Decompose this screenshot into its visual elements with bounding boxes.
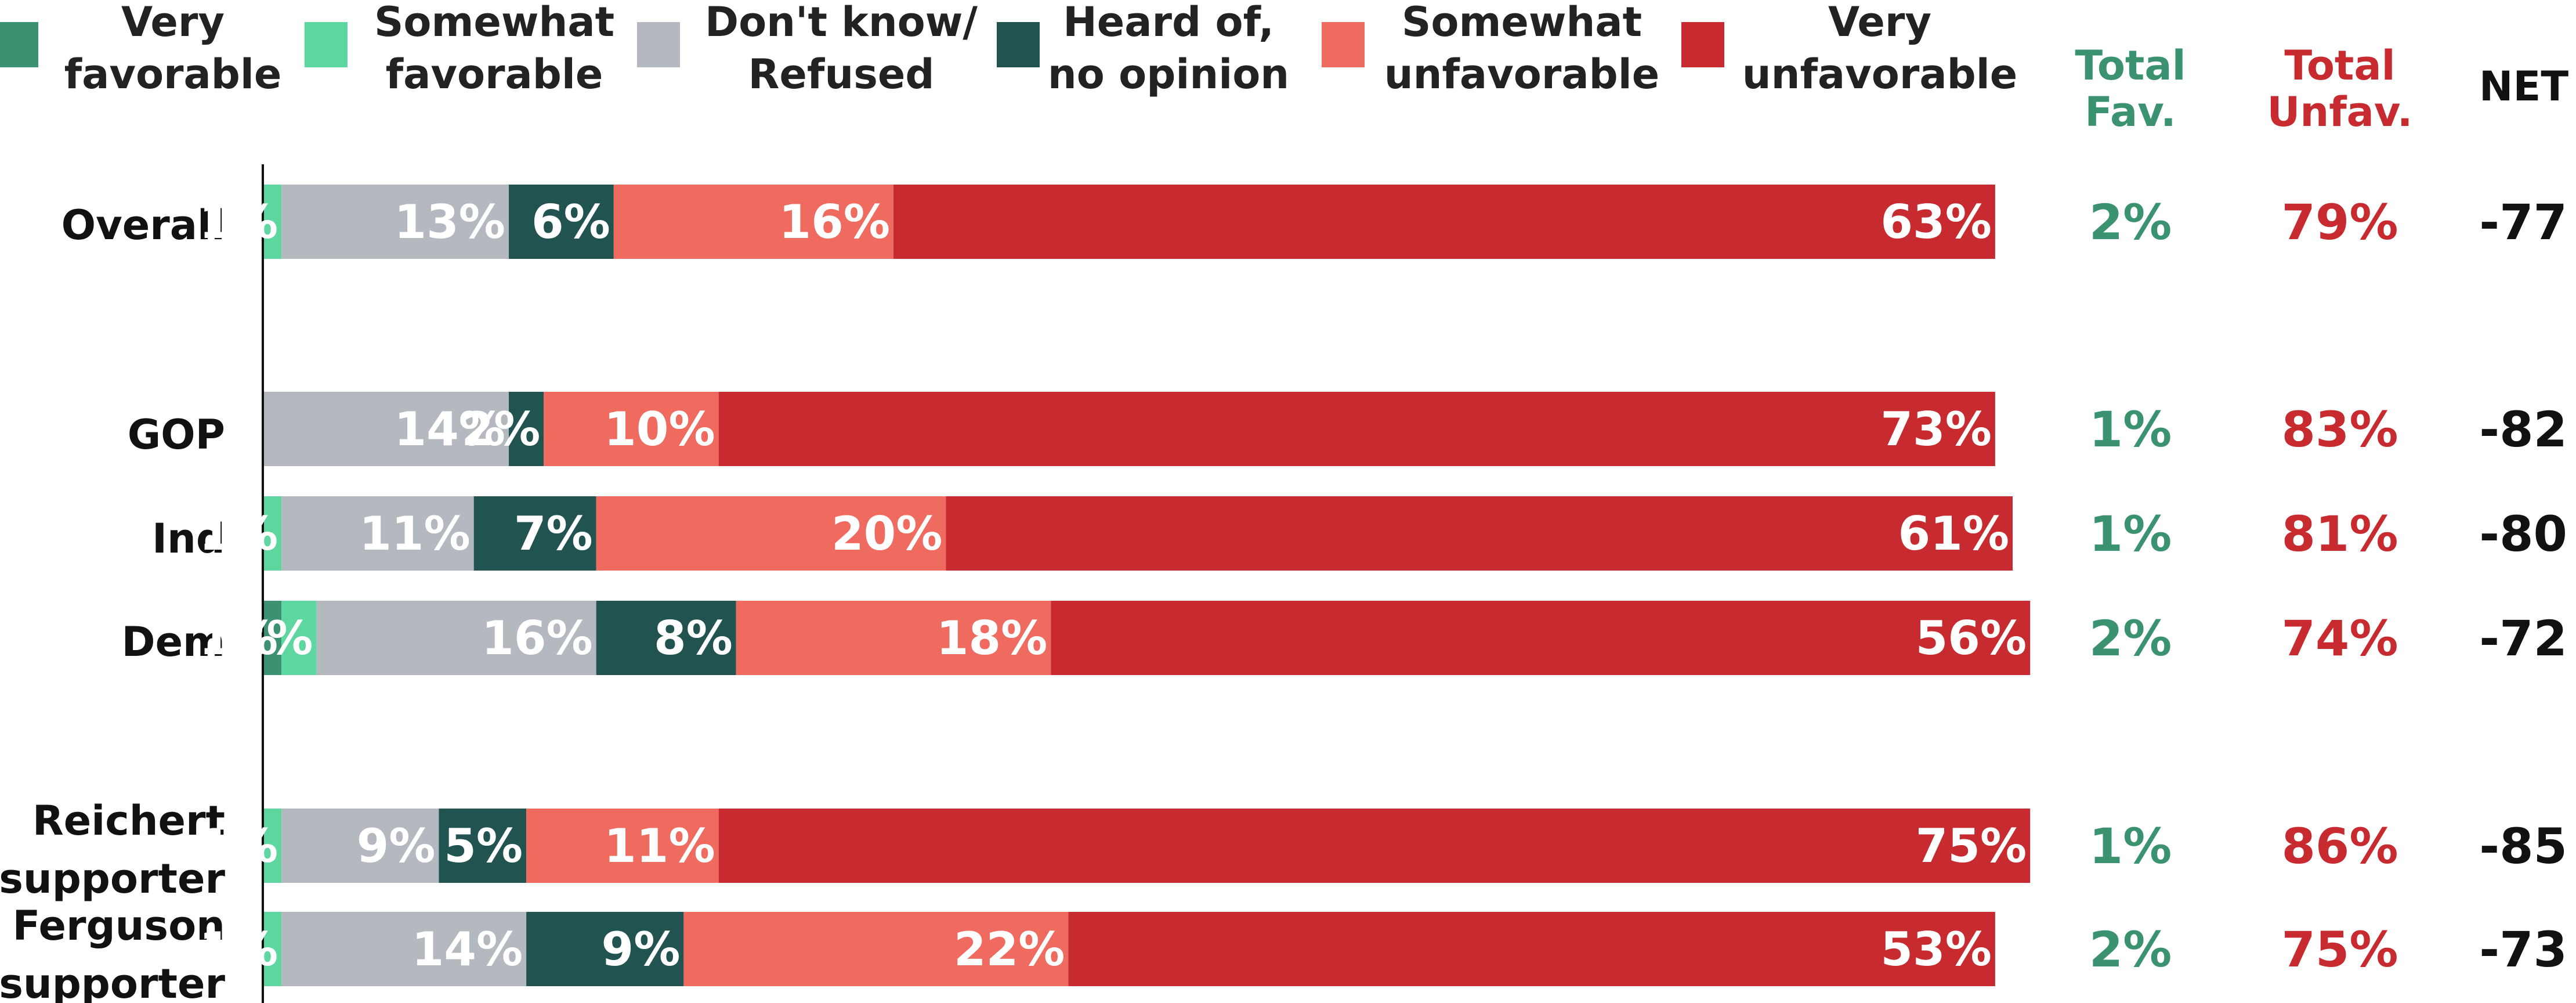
- total-fav-value: 2%: [2089, 921, 2172, 978]
- data-label: 9%: [357, 819, 436, 873]
- data-label: 1%: [199, 195, 278, 249]
- data-label: 75%: [1916, 819, 2027, 873]
- data-label: 8%: [654, 611, 733, 665]
- legend-label-heard: Heard of, no opinion: [1048, 0, 1289, 98]
- column-header-fav: Total Fav.: [2075, 42, 2186, 136]
- row-label: GOP: [128, 411, 225, 459]
- row-label: Ferguson supporter: [0, 902, 225, 1003]
- data-label: 1%: [199, 819, 278, 873]
- total-unfav-value: 86%: [2281, 818, 2398, 875]
- total-unfav-value: 79%: [2281, 194, 2398, 251]
- bar-row: GOP 14%2% 10% 73% 1% 83% -82: [128, 392, 2567, 466]
- legend-label-very_unfav: Very unfavorable: [1742, 0, 2017, 98]
- data-label: 9%: [602, 922, 681, 976]
- column-headers: Total Fav. Total Unfav. NET: [2075, 42, 2568, 136]
- column-header-unfav: Total Unfav.: [2267, 42, 2413, 136]
- total-unfav-value: 83%: [2281, 401, 2398, 458]
- total-fav-value: 2%: [2089, 610, 2172, 667]
- data-label: 63%: [1880, 195, 1991, 249]
- legend-swatch-dk: [637, 22, 680, 67]
- bar-segment-very_unfav: [1068, 912, 1995, 986]
- data-label: 13%: [394, 195, 505, 249]
- total-fav-value: 1%: [2089, 506, 2172, 562]
- data-label: 1%: [199, 922, 278, 976]
- data-label: 7%: [514, 507, 593, 561]
- data-label: 73%: [1880, 402, 1991, 456]
- data-label: 22%: [954, 922, 1065, 976]
- legend-label-dk: Don't know/Refused: [705, 0, 978, 98]
- net-value: -82: [2479, 401, 2567, 458]
- data-label: 20%: [831, 507, 942, 561]
- data-label: 14%: [412, 922, 523, 976]
- legend-swatch-very_unfav: [1681, 22, 1724, 67]
- net-value: -77: [2479, 194, 2567, 251]
- legend-swatch-very_fav: [0, 22, 38, 67]
- total-unfav-value: 75%: [2281, 921, 2398, 978]
- legend-label-some_fav: Somewhat favorable: [374, 0, 614, 98]
- bar-segment-very_unfav: [893, 185, 1995, 259]
- data-label: 2%: [461, 402, 540, 456]
- column-header-net: NET: [2479, 63, 2568, 110]
- legend-swatch-some_fav: [305, 22, 348, 67]
- data-label: 2%: [234, 611, 313, 665]
- legend-swatch-some_unfav: [1322, 22, 1365, 67]
- data-label: 56%: [1916, 611, 2027, 665]
- total-fav-value: 2%: [2089, 194, 2172, 251]
- total-fav-value: 1%: [2089, 818, 2172, 875]
- data-label: 6%: [531, 195, 610, 249]
- bar-segment-very_unfav: [719, 809, 2031, 883]
- data-label: 16%: [779, 195, 890, 249]
- bar-segment-very_unfav: [719, 392, 1995, 466]
- bar-segment-very_unfav: [1051, 601, 2030, 675]
- net-value: -72: [2479, 610, 2567, 667]
- net-value: -85: [2479, 818, 2567, 875]
- data-label: 5%: [444, 819, 523, 873]
- net-value: -80: [2479, 506, 2567, 562]
- data-label: 61%: [1898, 507, 2009, 561]
- total-unfav-value: 81%: [2281, 506, 2398, 562]
- legend: Very favorable Somewhat favorable Don't know…: [0, 0, 2017, 98]
- data-label: 18%: [936, 611, 1047, 665]
- data-label: 16%: [482, 611, 592, 665]
- row-label: Reichert supporter: [0, 797, 225, 903]
- data-label: 11%: [359, 507, 470, 561]
- bar-segment-very_unfav: [946, 496, 2013, 571]
- legend-label-some_unfav: Somewhat unfavorable: [1384, 0, 1659, 98]
- net-value: -73: [2479, 921, 2567, 978]
- data-label: 1%: [199, 507, 278, 561]
- legend-swatch-heard: [997, 22, 1040, 67]
- data-label: 10%: [604, 402, 715, 456]
- legend-label-very_fav: Very favorable: [64, 0, 282, 98]
- total-unfav-value: 74%: [2281, 610, 2398, 667]
- total-fav-value: 1%: [2089, 401, 2172, 458]
- data-label: 11%: [604, 819, 715, 873]
- data-label: 53%: [1880, 922, 1991, 976]
